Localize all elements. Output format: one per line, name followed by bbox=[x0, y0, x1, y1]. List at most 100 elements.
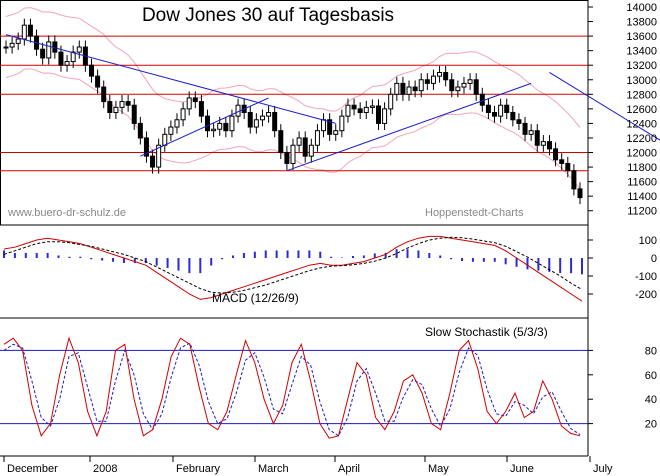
candle-body bbox=[449, 79, 455, 92]
macd-y-tick-label: 100 bbox=[639, 235, 657, 247]
candle-body bbox=[345, 104, 351, 117]
candle-body bbox=[58, 51, 64, 66]
candle-body bbox=[223, 122, 229, 132]
candle-body bbox=[571, 170, 577, 190]
candle-body bbox=[382, 108, 388, 124]
candle-body bbox=[455, 86, 461, 92]
candle-body bbox=[156, 144, 162, 168]
candle-body bbox=[150, 155, 156, 168]
candle-body bbox=[510, 112, 516, 121]
main-y-tick-label: 13400 bbox=[626, 46, 657, 58]
x-axis-label: February bbox=[176, 463, 221, 475]
chart-title: Dow Jones 30 auf Tagesbasis bbox=[142, 5, 394, 26]
candle-body bbox=[528, 130, 534, 135]
main-y-tick-label: 11600 bbox=[627, 177, 657, 189]
macd-y-tick-label: -100 bbox=[635, 271, 657, 283]
candle-body bbox=[253, 119, 259, 128]
macd-label: MACD (12/26/9) bbox=[212, 291, 299, 305]
candle-body bbox=[424, 79, 430, 84]
candle-body bbox=[534, 130, 540, 146]
macd-line bbox=[3, 235, 583, 302]
x-axis-label: December bbox=[7, 463, 58, 475]
candle-body bbox=[412, 86, 418, 92]
candle-body bbox=[302, 137, 308, 157]
candle-body bbox=[565, 162, 571, 172]
candle-body bbox=[327, 119, 333, 135]
main-y-tick-label: 11800 bbox=[627, 162, 657, 174]
trendline-1 bbox=[140, 97, 269, 157]
candle-body bbox=[492, 112, 498, 117]
stoch-label: Slow Stochastik (5/3/3) bbox=[425, 325, 548, 339]
candle-body bbox=[278, 130, 284, 154]
candle-body bbox=[95, 75, 101, 88]
main-y-tick-label: 12600 bbox=[626, 104, 657, 116]
candle-body bbox=[473, 79, 479, 95]
candle-body bbox=[186, 97, 192, 110]
candle-body bbox=[107, 101, 113, 113]
candle-body bbox=[272, 112, 278, 132]
stoch-y-tick-label: 80 bbox=[645, 345, 657, 357]
candle-body bbox=[259, 115, 265, 121]
candle-body bbox=[485, 104, 491, 113]
x-axis-label: March bbox=[258, 463, 289, 475]
candle-body bbox=[27, 24, 33, 37]
candle-body bbox=[357, 108, 363, 113]
x-axis-label: June bbox=[510, 463, 534, 475]
candle-body bbox=[522, 122, 528, 135]
candle-body bbox=[64, 61, 70, 66]
stoch-y-tick-label: 40 bbox=[645, 394, 657, 406]
main-y-tick-label: 13800 bbox=[626, 17, 657, 29]
candle-body bbox=[180, 108, 186, 121]
candle-body bbox=[540, 141, 546, 146]
candle-body bbox=[125, 101, 131, 106]
candle-body bbox=[168, 126, 174, 135]
main-y-tick-label: 11200 bbox=[627, 206, 657, 218]
candle-body bbox=[314, 130, 320, 146]
candle-body bbox=[479, 93, 485, 106]
candle-body bbox=[504, 104, 510, 113]
candle-body bbox=[553, 148, 559, 161]
stoch-y-tick-label: 60 bbox=[645, 370, 657, 382]
candle-body bbox=[400, 82, 406, 95]
upper-band-line bbox=[5, 7, 581, 128]
candle-body bbox=[229, 115, 235, 132]
candle-body bbox=[143, 137, 149, 157]
trendline-0 bbox=[5, 34, 336, 124]
candle-body bbox=[3, 46, 9, 49]
candle-body bbox=[467, 79, 473, 84]
macd-signal-line bbox=[3, 236, 583, 294]
candle-body bbox=[162, 133, 168, 146]
x-axis-label: July bbox=[593, 463, 613, 475]
watermark-right: Hoppenstedt-Charts bbox=[425, 207, 524, 219]
candle-body bbox=[430, 75, 436, 84]
trendline-3 bbox=[549, 72, 660, 141]
candle-body bbox=[498, 104, 504, 117]
macd-y-tick-label: 0 bbox=[651, 253, 657, 265]
candle-body bbox=[174, 119, 180, 128]
candle-body bbox=[101, 86, 107, 103]
main-y-tick-label: 14000 bbox=[626, 2, 657, 14]
main-y-tick-label: 13200 bbox=[626, 60, 657, 72]
candle-body bbox=[137, 122, 143, 139]
watermark-left: www.buero-dr-schulz.de bbox=[7, 207, 126, 219]
stoch-d-line bbox=[3, 342, 581, 437]
candle-body bbox=[296, 137, 302, 146]
main-y-tick-label: 11400 bbox=[627, 191, 657, 203]
trendline-2 bbox=[286, 82, 532, 172]
candle-body bbox=[363, 106, 369, 114]
candle-body bbox=[211, 128, 217, 132]
candle-body bbox=[46, 41, 52, 59]
candle-body bbox=[546, 141, 552, 150]
x-axis-label: 2008 bbox=[93, 463, 117, 475]
candle-body bbox=[559, 159, 565, 164]
main-y-tick-label: 13000 bbox=[626, 75, 657, 87]
candle-body bbox=[76, 46, 82, 53]
x-axis-label: May bbox=[428, 463, 449, 475]
candle-body bbox=[9, 42, 15, 48]
candle-body bbox=[333, 130, 339, 135]
candle-body bbox=[577, 188, 583, 199]
candle-body bbox=[290, 144, 296, 164]
main-y-tick-label: 12000 bbox=[626, 148, 657, 160]
candle-body bbox=[217, 122, 223, 130]
